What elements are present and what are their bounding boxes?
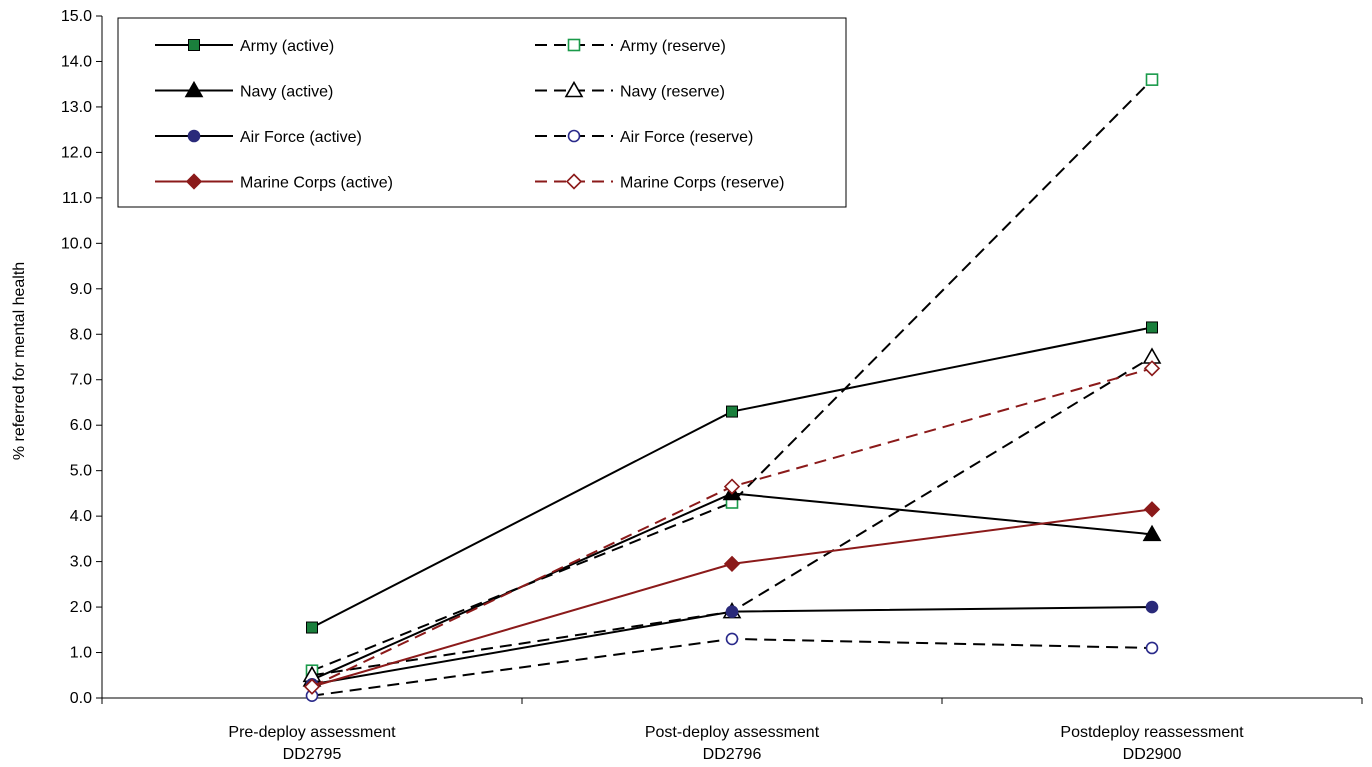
series-line: [311, 606, 1153, 686]
data-point: [303, 678, 321, 695]
legend-label: Navy (active): [240, 84, 333, 101]
y-tick-label: 15.0: [61, 8, 92, 25]
y-tick-label: 3.0: [70, 554, 92, 571]
series-navy-reserve: [302, 347, 1162, 683]
legend-label: Marine Corps (reserve): [620, 175, 784, 192]
legend: Army (active) Army (reserve) Navy (active)…: [117, 17, 847, 208]
y-tick-label: 4.0: [70, 508, 92, 525]
y-tick-label: 14.0: [61, 53, 92, 70]
data-point: [1145, 600, 1159, 614]
legend-label: Air Force (active): [240, 129, 362, 146]
data-point: [726, 405, 738, 418]
series-marine-corps-active: [303, 501, 1161, 695]
x-tick-label: Postdeploy reassessment DD2900: [1060, 724, 1244, 763]
series-line: [311, 637, 1153, 697]
data-point: [1143, 360, 1161, 377]
legend-marker: [187, 129, 201, 143]
legend-label: Navy (reserve): [620, 84, 725, 101]
series-line: [311, 492, 1153, 681]
legend-label: Army (active): [240, 38, 334, 55]
data-point: [725, 632, 739, 646]
legend-label: Army (reserve): [620, 38, 726, 55]
data-point: [1146, 321, 1158, 334]
data-point: [723, 478, 741, 495]
data-point: [723, 555, 741, 573]
legend-label: Air Force (reserve): [620, 129, 753, 146]
legend-marker: [184, 80, 204, 98]
data-point: [306, 621, 318, 634]
y-tick-label: 0.0: [70, 690, 92, 707]
series-line: [311, 326, 1153, 629]
data-point: [725, 605, 739, 618]
data-point: [1143, 501, 1161, 518]
axes: 0.0 1.0 2.0 3.0 4.0 5.0 6.0 7.0 8.0 9.0 10.0 11.0 12…: [61, 8, 1363, 763]
y-tick-label: 12.0: [61, 144, 92, 161]
legend-marker: [567, 38, 581, 52]
series-army-active: [306, 321, 1158, 634]
series-air-force-reserve: [305, 632, 1159, 703]
series-marine-corps-reserve: [303, 360, 1161, 695]
data-point: [1145, 641, 1159, 655]
series-air-force-active: [305, 600, 1159, 691]
x-tick-label: Post-deploy assessment DD2796: [645, 724, 820, 763]
legend-box: [117, 17, 847, 208]
y-tick-label: 7.0: [70, 372, 92, 389]
series-navy-active: [302, 483, 1162, 687]
y-tick-label: 5.0: [70, 463, 92, 480]
legend-marker: [185, 173, 203, 190]
legend-label: Marine Corps (active): [240, 175, 393, 192]
series-layer: [302, 73, 1162, 703]
legend-marker: [567, 129, 581, 143]
legend-marker: [564, 80, 584, 98]
x-tick-label: Pre-deploy assessment DD2795: [228, 724, 396, 763]
y-axis-label: % referred for mental health: [11, 262, 28, 460]
data-point: [1142, 524, 1162, 542]
y-tick-label: 9.0: [70, 281, 92, 298]
y-tick-label: 8.0: [70, 326, 92, 343]
legend-marker: [188, 39, 200, 51]
series-line: [311, 508, 1153, 688]
y-tick-label: 2.0: [70, 599, 92, 616]
legend-marker: [565, 173, 583, 190]
y-tick-label: 13.0: [61, 99, 92, 116]
y-tick-label: 6.0: [70, 417, 92, 434]
y-tick-label: 1.0: [70, 645, 92, 662]
data-point: [1145, 73, 1159, 86]
y-tick-label: 11.0: [62, 190, 92, 207]
y-tick-label: 10.0: [61, 235, 92, 252]
